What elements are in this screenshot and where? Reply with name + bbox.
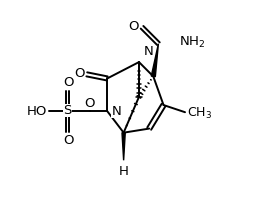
Text: NH$_2$: NH$_2$ <box>179 35 205 50</box>
Text: HO: HO <box>27 105 47 118</box>
Text: H: H <box>119 165 129 178</box>
Polygon shape <box>122 133 125 160</box>
Polygon shape <box>151 44 158 77</box>
Text: O: O <box>63 134 73 147</box>
Text: O: O <box>85 97 95 110</box>
Text: O: O <box>63 76 73 89</box>
Text: O: O <box>74 67 84 80</box>
Text: S: S <box>63 104 72 117</box>
Text: N: N <box>111 105 121 118</box>
Text: CH$_3$: CH$_3$ <box>188 106 213 121</box>
Text: N: N <box>144 45 154 58</box>
Text: O: O <box>128 20 138 33</box>
